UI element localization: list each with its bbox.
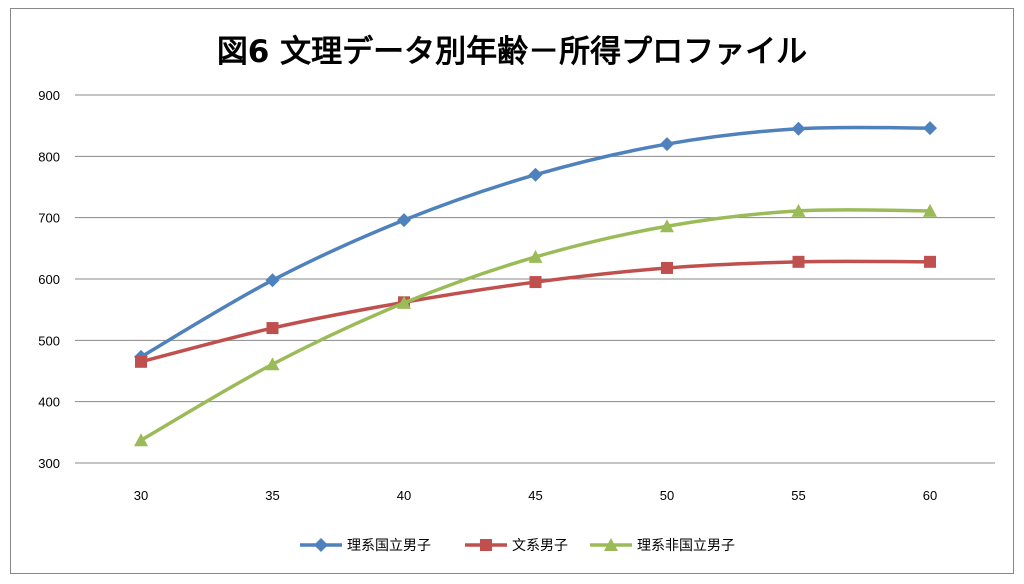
legend-label: 文系男子 bbox=[512, 538, 568, 554]
chart-title: 図6 文理データ別年齢－所得プロファイル bbox=[216, 34, 808, 70]
triangle-marker bbox=[134, 433, 148, 447]
triangle-marker bbox=[265, 357, 280, 371]
triangle-marker bbox=[528, 249, 543, 263]
square-marker bbox=[266, 322, 279, 335]
triangle-marker bbox=[791, 203, 806, 217]
series-line bbox=[140, 125, 931, 359]
triangle-marker bbox=[660, 219, 674, 233]
legend-label: 理系国立男子 bbox=[347, 538, 431, 554]
y-tick-label: 400 bbox=[38, 395, 60, 410]
square-marker bbox=[135, 355, 147, 368]
legend-label: 理系非国立男子 bbox=[637, 538, 735, 554]
y-tick-label: 600 bbox=[38, 272, 60, 287]
y-tick-label: 300 bbox=[38, 456, 60, 471]
diamond-marker bbox=[660, 137, 674, 152]
x-tick-label: 30 bbox=[134, 488, 148, 503]
y-tick-label: 900 bbox=[38, 88, 60, 103]
diamond-marker bbox=[265, 273, 280, 288]
chart-frame bbox=[10, 8, 1014, 574]
square-marker bbox=[529, 276, 542, 289]
x-tick-label: 55 bbox=[791, 488, 805, 503]
diamond-marker bbox=[923, 121, 937, 136]
diamond-marker bbox=[314, 538, 328, 552]
diamond-marker bbox=[528, 167, 543, 182]
x-tick-label: 40 bbox=[397, 488, 411, 503]
triangle-marker bbox=[604, 538, 618, 551]
y-tick-label: 700 bbox=[38, 211, 60, 226]
triangle-marker bbox=[923, 203, 937, 217]
series-line bbox=[140, 208, 931, 442]
diamond-marker bbox=[791, 121, 806, 136]
y-tick-label: 500 bbox=[38, 333, 60, 348]
diamond-marker bbox=[397, 213, 411, 228]
square-marker bbox=[924, 255, 936, 268]
x-tick-label: 60 bbox=[923, 488, 937, 503]
square-marker bbox=[792, 255, 805, 268]
y-tick-label: 800 bbox=[38, 149, 60, 164]
x-tick-label: 50 bbox=[660, 488, 674, 503]
square-marker bbox=[661, 261, 673, 274]
x-tick-label: 35 bbox=[265, 488, 279, 503]
square-marker bbox=[480, 539, 492, 551]
triangle-marker bbox=[397, 295, 411, 309]
x-tick-label: 45 bbox=[528, 488, 542, 503]
